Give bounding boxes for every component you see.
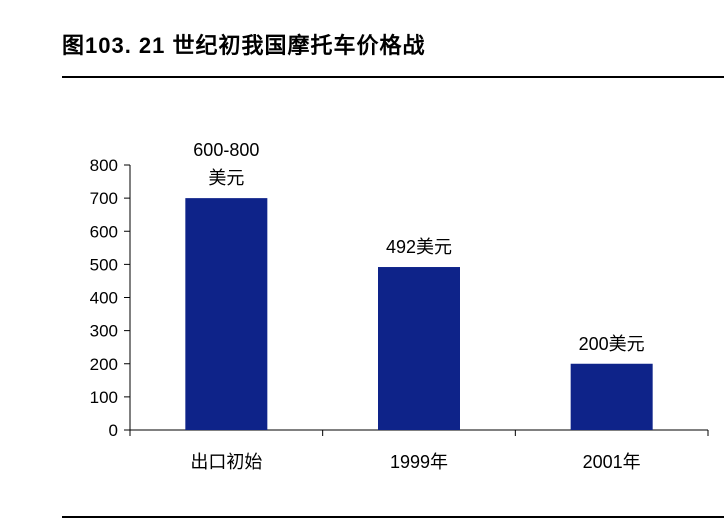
y-tick-label: 300 <box>90 322 118 341</box>
chart-labels: 出口初始 600-800 美元 1999年 492美元 2001年 200美元 <box>190 140 644 472</box>
y-tick-label: 700 <box>90 189 118 208</box>
bar <box>185 198 268 430</box>
bottom-rule <box>62 516 724 518</box>
y-tick-label: 0 <box>109 421 118 440</box>
y-tick-label: 800 <box>90 156 118 175</box>
x-tick-label: 1999年 <box>390 452 448 472</box>
top-rule <box>62 76 724 78</box>
x-tick-label: 出口初始 <box>190 452 262 472</box>
x-tick-label: 2001年 <box>583 452 641 472</box>
data-label: 492美元 <box>386 237 452 257</box>
y-tick-label: 600 <box>90 222 118 241</box>
y-tick-label: 500 <box>90 255 118 274</box>
data-label: 美元 <box>208 168 244 188</box>
y-tick-label: 400 <box>90 289 118 308</box>
y-tick-label: 200 <box>90 355 118 374</box>
chart-title: 图103. 21 世纪初我国摩托车价格战 <box>62 33 426 58</box>
y-tick-label: 100 <box>90 388 118 407</box>
data-label: 200美元 <box>579 334 645 354</box>
chart-bars <box>185 198 653 430</box>
bar <box>378 267 460 430</box>
data-label: 600-800 <box>193 140 259 160</box>
bar <box>570 363 653 430</box>
